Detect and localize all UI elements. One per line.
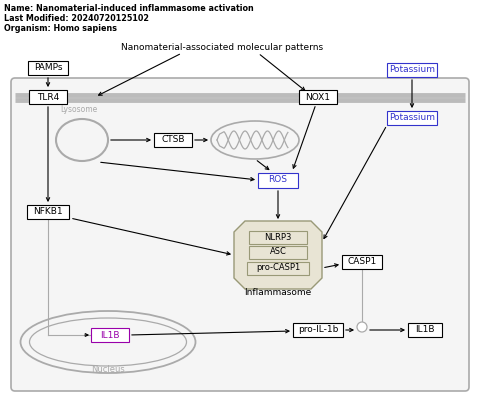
Ellipse shape [29, 318, 187, 366]
FancyBboxPatch shape [154, 133, 192, 147]
Text: CTSB: CTSB [161, 135, 185, 145]
Text: Name: Nanomaterial-induced inflammasome activation: Name: Nanomaterial-induced inflammasome … [4, 4, 254, 13]
FancyBboxPatch shape [11, 78, 469, 391]
FancyBboxPatch shape [342, 255, 382, 269]
FancyBboxPatch shape [258, 172, 298, 187]
Text: CASP1: CASP1 [348, 258, 377, 266]
FancyBboxPatch shape [247, 262, 309, 274]
Text: TLR4: TLR4 [37, 93, 59, 102]
Text: ROS: ROS [268, 175, 288, 185]
Text: IL1B: IL1B [415, 326, 435, 334]
FancyBboxPatch shape [27, 205, 69, 219]
Ellipse shape [56, 119, 108, 161]
FancyBboxPatch shape [249, 245, 307, 258]
FancyBboxPatch shape [249, 231, 307, 243]
FancyBboxPatch shape [293, 323, 343, 337]
FancyBboxPatch shape [28, 61, 68, 75]
FancyBboxPatch shape [408, 323, 442, 337]
Text: ASC: ASC [270, 247, 287, 256]
Text: Organism: Homo sapiens: Organism: Homo sapiens [4, 24, 117, 33]
Text: pro-IL-1b: pro-IL-1b [298, 326, 338, 334]
Text: Nucleus: Nucleus [91, 365, 125, 374]
Text: IL1B: IL1B [100, 330, 120, 339]
Circle shape [357, 322, 367, 332]
Text: Potassium: Potassium [389, 66, 435, 75]
Text: PAMPs: PAMPs [34, 64, 62, 73]
FancyBboxPatch shape [299, 90, 337, 104]
Text: Nanomaterial-associated molecular patterns: Nanomaterial-associated molecular patter… [121, 44, 323, 52]
Text: NOX1: NOX1 [305, 93, 331, 102]
Text: pro-CASP1: pro-CASP1 [256, 264, 300, 272]
Ellipse shape [211, 121, 299, 159]
Text: Last Modified: 20240720125102: Last Modified: 20240720125102 [4, 14, 149, 23]
Ellipse shape [21, 311, 195, 373]
FancyBboxPatch shape [91, 328, 129, 342]
Text: NLRP3: NLRP3 [264, 233, 292, 241]
FancyBboxPatch shape [387, 63, 437, 77]
Text: Inflammasome: Inflammasome [244, 288, 312, 297]
Polygon shape [234, 221, 322, 289]
FancyBboxPatch shape [387, 111, 437, 125]
Text: Lysosome: Lysosome [60, 105, 97, 114]
FancyBboxPatch shape [29, 90, 67, 104]
Text: Potassium: Potassium [389, 114, 435, 123]
Text: NFKB1: NFKB1 [33, 208, 63, 216]
